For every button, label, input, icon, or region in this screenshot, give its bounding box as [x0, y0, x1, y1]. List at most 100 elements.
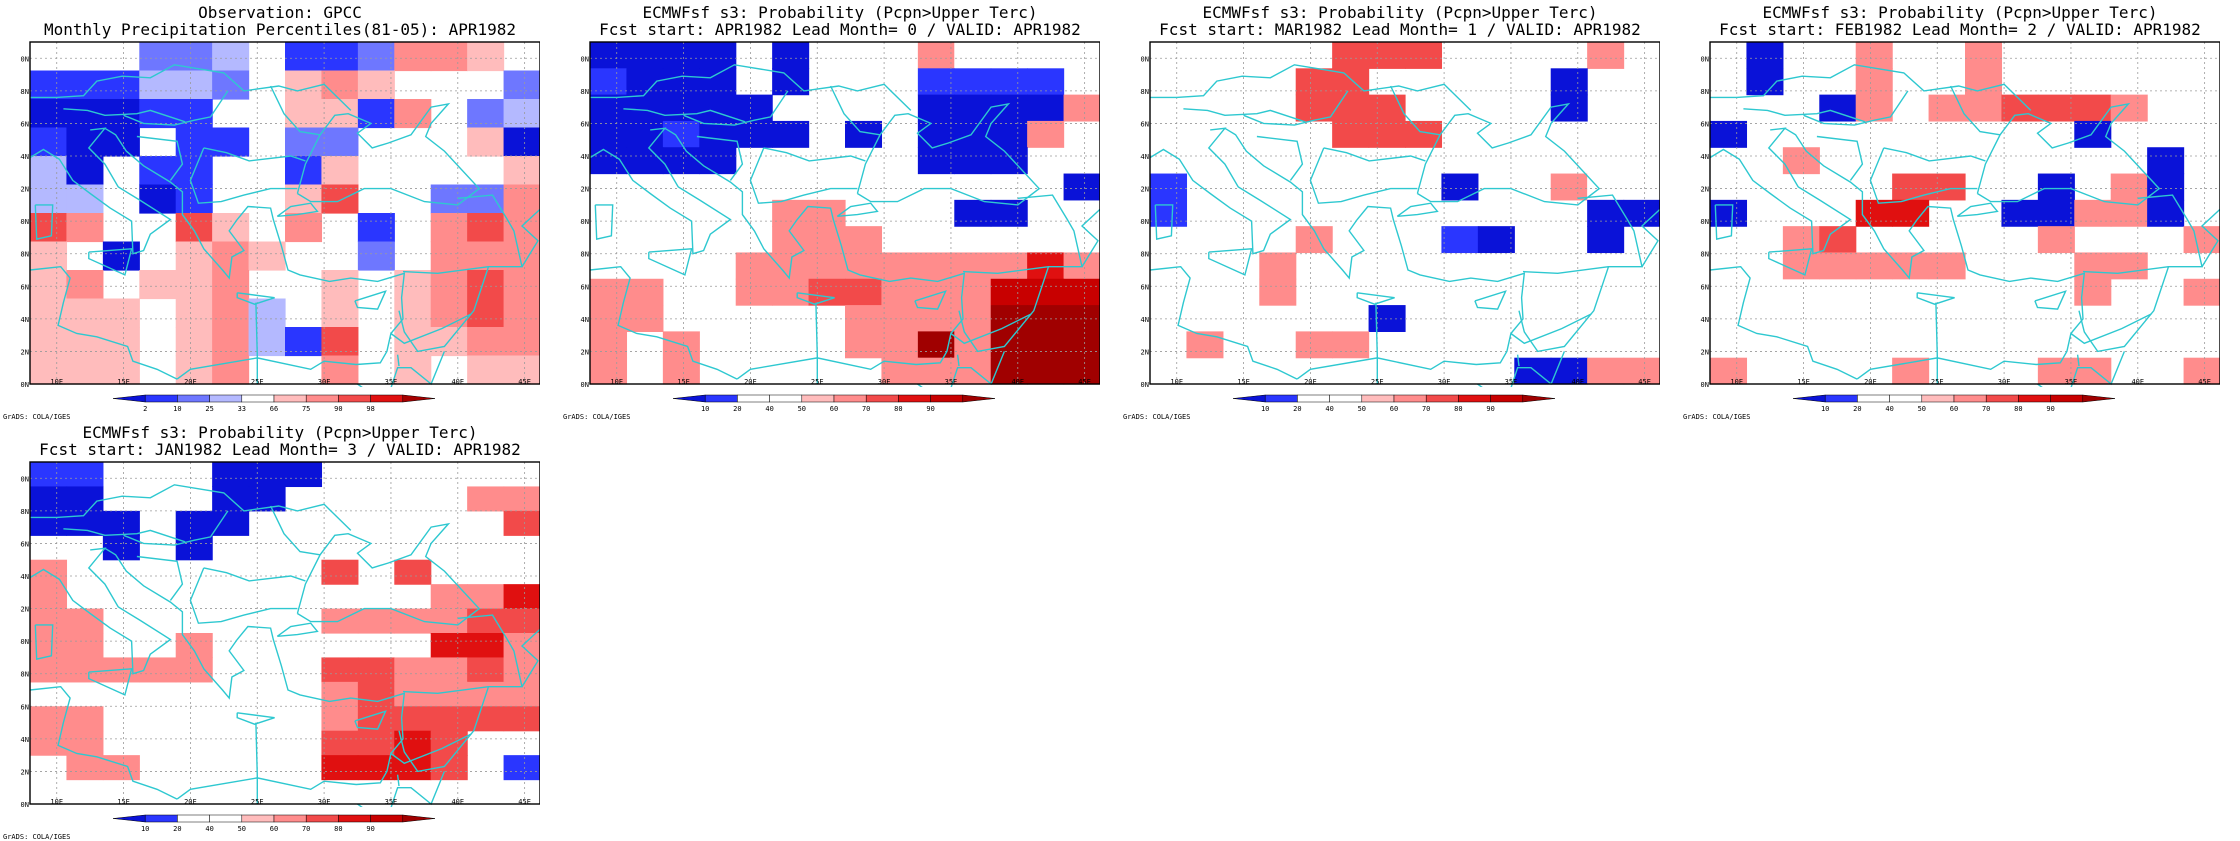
- coastline: [88, 248, 133, 276]
- grid-cell: [357, 42, 395, 72]
- lat-tick-label: 46N: [20, 540, 29, 548]
- colorbar-label: 2: [143, 405, 147, 413]
- grid-cell: [503, 298, 540, 328]
- map-panel-lead1: ECMWFsf s3: Probability (Pcpn>Upper Terc…: [1120, 0, 1680, 421]
- coastline: [1356, 292, 1395, 305]
- grid-cell: [212, 42, 250, 72]
- coastline: [1183, 108, 1306, 123]
- grid-cell: [503, 156, 540, 186]
- grid-cell: [1027, 278, 1065, 306]
- lon-tick-label: 35E: [385, 798, 398, 806]
- coastline: [1522, 194, 1643, 275]
- grid-cell: [212, 213, 250, 243]
- grid-cell: [1892, 173, 1930, 201]
- grid-cell: [1623, 173, 1660, 201]
- grid-cell: [394, 755, 432, 781]
- coastline: [1416, 102, 1601, 206]
- grid-cell: [1186, 331, 1224, 359]
- grid-cell: [503, 355, 540, 385]
- coastline: [390, 733, 472, 765]
- grid-cell: [626, 120, 664, 148]
- colorbar-swatch: [144, 814, 178, 823]
- lat-tick-label: 48N: [20, 508, 29, 516]
- grid-cell: [175, 633, 213, 659]
- coastline: [664, 127, 966, 380]
- lon-tick-label: 35E: [1505, 378, 1518, 386]
- colorbar: 2 10 25 33 66 75 90 98: [112, 394, 436, 413]
- grid-cell: [467, 486, 505, 512]
- map-panel-lead2: ECMWFsf s3: Probability (Pcpn>Upper Terc…: [1680, 0, 2240, 421]
- coastline: [1816, 135, 1864, 181]
- grid-cell: [321, 355, 359, 385]
- grid-cell: [66, 633, 104, 659]
- lat-tick-label: 32N: [1140, 348, 1149, 356]
- colorbar-label: 40: [205, 825, 213, 833]
- lat-tick-label: 34N: [1140, 316, 1149, 324]
- grid-cell: [1332, 42, 1370, 69]
- coastline: [950, 313, 1032, 345]
- colorbar: 10 20 40 50 60 70 80 90: [672, 394, 996, 413]
- coastline: [1768, 248, 1813, 276]
- coastline: [354, 290, 387, 310]
- grid-cell: [2037, 173, 2075, 201]
- colorbar-label: 60: [1950, 405, 1958, 413]
- lat-tick-label: 50N: [580, 55, 589, 63]
- colorbar-label: 70: [1982, 405, 1990, 413]
- grid-cell: [175, 213, 213, 243]
- lat-tick-label: 38N: [20, 251, 29, 259]
- lat-tick-label: 48N: [20, 88, 29, 96]
- lon-tick-label: 45E: [1078, 378, 1091, 386]
- lon-tick-label: 10E: [50, 798, 63, 806]
- coastline: [2076, 354, 2080, 367]
- coastline: [520, 628, 540, 688]
- grid-cell: [1368, 305, 1406, 332]
- colorbar-swatch: [833, 394, 867, 403]
- grid-cell: [626, 305, 664, 332]
- lon-tick-label: 40E: [2131, 378, 2144, 386]
- coastline: [88, 668, 133, 696]
- grid-cell: [66, 657, 104, 683]
- grid-cell: [1063, 278, 1100, 306]
- grid-cell: [430, 184, 468, 214]
- coastline: [236, 292, 275, 305]
- coastline: [1640, 208, 1660, 268]
- grid-cell: [2110, 252, 2148, 280]
- grid-cell: [1746, 68, 1784, 96]
- grid-cell: [430, 657, 468, 683]
- lon-tick-label: 45E: [1638, 378, 1651, 386]
- lat-tick-label: 36N: [20, 703, 29, 711]
- grid-cell: [102, 241, 140, 271]
- grid-cell: [2037, 226, 2075, 254]
- coastline: [296, 102, 481, 206]
- grid-cell: [1550, 173, 1588, 201]
- grid-cell: [66, 486, 104, 512]
- grid-cell: [1332, 94, 1370, 122]
- coastline: [590, 64, 912, 111]
- colorbar-swatch: [177, 814, 210, 823]
- coastline: [123, 90, 229, 126]
- lon-tick-label: 25E: [1371, 378, 1384, 386]
- grid-cell: [503, 755, 540, 781]
- grid-cell: [430, 298, 468, 328]
- grid-cell: [954, 42, 992, 69]
- grid-cell: [1332, 331, 1370, 359]
- coastline: [1154, 204, 1174, 240]
- coastline: [815, 302, 819, 384]
- colorbar-label: 50: [238, 825, 246, 833]
- coastline: [2070, 313, 2152, 345]
- coastline: [749, 147, 858, 204]
- grid-cell: [175, 270, 213, 300]
- grid-cell: [248, 462, 286, 488]
- colorbar-label: 70: [862, 405, 870, 413]
- grid-cell: [66, 270, 104, 300]
- colorbar-swatch: [273, 394, 307, 403]
- colorbar-swatch: [962, 394, 996, 403]
- panel-title-line1: ECMWFsf s3: Probability (Pcpn>Upper Terc…: [82, 423, 478, 442]
- panel-title-line2: Fcst start: JAN1982 Lead Month= 3 / VALI…: [39, 440, 521, 459]
- grid-cell: [30, 706, 68, 732]
- coastline: [950, 351, 1006, 387]
- grid-cell: [699, 147, 737, 175]
- lon-tick-label: 15E: [117, 798, 130, 806]
- coastline: [856, 102, 1041, 206]
- lat-tick-label: 30N: [1700, 381, 1709, 387]
